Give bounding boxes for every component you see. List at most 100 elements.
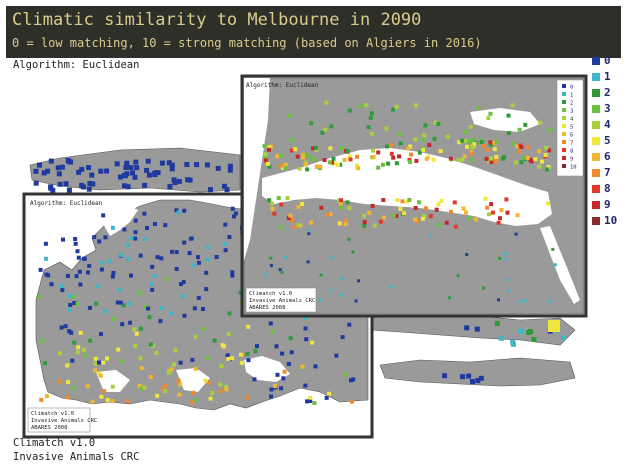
map-subtitle: 0 = low matching, 10 = strong matching (… [12,36,482,50]
legend-swatch [592,185,600,193]
match-square [484,156,489,161]
match-square [94,301,99,306]
match-square [76,345,81,350]
match-square [167,184,173,190]
match-square [276,196,281,201]
match-square [330,256,334,260]
match-square [230,206,235,211]
match-square [223,222,228,227]
match-square [194,162,200,168]
match-square [133,236,138,241]
match-square [486,116,491,121]
match-square [78,282,83,287]
match-square [488,111,493,116]
match-square [548,320,560,332]
match-square [483,196,488,201]
match-square [152,172,158,178]
match-square [170,249,174,254]
match-square [105,356,109,361]
match-square [380,162,385,167]
match-square [528,329,534,334]
match-square [278,153,283,158]
match-square [478,375,484,381]
match-square [368,115,373,120]
match-square [189,236,194,241]
match-square [460,374,466,380]
match-square [470,158,475,163]
match-square [503,251,507,255]
match-square [201,307,205,311]
match-square [526,145,531,150]
match-square [274,344,279,349]
match-square [227,167,233,173]
match-square [562,132,566,136]
legend-swatch [592,73,600,81]
match-square [344,218,348,223]
match-square [127,301,132,306]
med-credit-1: Climatch v1.0 [249,291,292,297]
match-square [327,160,332,165]
match-square [38,267,43,272]
match-square [407,157,412,162]
match-square [286,216,291,221]
match-square [190,357,195,362]
match-square [193,334,198,339]
match-square [174,208,179,213]
match-square [77,269,82,274]
match-square [67,329,72,334]
match-square [356,166,361,171]
match-square [180,294,185,299]
match-square [269,394,274,399]
med-credit-3: ABARES 2008 [249,305,285,311]
match-square [218,389,223,393]
match-square [308,395,313,400]
match-square [551,247,555,251]
match-square [155,170,161,176]
match-square [433,120,438,125]
match-square [376,150,381,155]
match-square [517,149,522,154]
match-square [494,320,500,326]
match-square [305,167,310,172]
match-square [68,303,73,307]
match-square [336,162,340,167]
match-square [460,138,465,143]
match-square [118,300,123,305]
match-square [122,183,127,189]
match-square [464,325,470,331]
med-legend-label: 1 [570,93,573,99]
match-square [330,160,334,165]
match-square [43,241,48,246]
match-square [75,302,80,306]
match-square [562,84,566,88]
match-square [531,336,537,342]
match-square [391,155,396,160]
match-square [225,353,230,358]
match-square [494,155,499,159]
match-square [553,263,557,267]
match-square [191,390,196,395]
legend-label: 3 [604,102,611,115]
match-square [267,147,271,152]
match-square [79,182,85,188]
match-square [449,209,453,214]
match-square [447,296,451,300]
match-square [304,337,309,342]
match-square [312,158,317,162]
legend-swatch [592,137,600,145]
match-square [166,368,171,373]
match-square [115,300,120,305]
match-square [222,241,227,246]
match-square [93,368,98,373]
match-square [502,155,506,160]
match-square [347,108,352,113]
match-square [424,156,429,161]
match-square [124,171,130,177]
match-square [370,203,375,208]
match-square [166,160,172,166]
match-square [370,131,375,136]
match-square [197,260,201,265]
match-square [128,320,133,325]
match-square [171,177,177,183]
match-square [546,201,551,206]
